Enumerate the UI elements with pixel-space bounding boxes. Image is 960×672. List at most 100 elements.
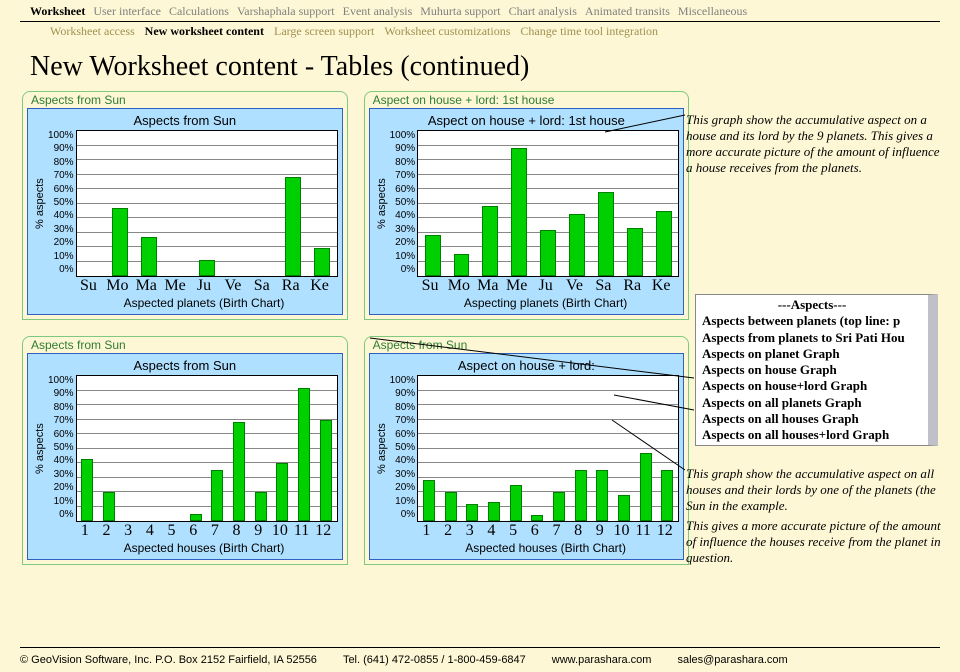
listing-row[interactable]: Aspects on all houses Graph xyxy=(702,411,922,427)
listing-row[interactable]: Aspects on planet Graph xyxy=(702,346,922,362)
y-tick: 80% xyxy=(48,402,74,413)
y-tick: 80% xyxy=(48,157,74,168)
annotation-bottom-p1: This graph show the accumulative aspect … xyxy=(686,466,951,514)
bar xyxy=(466,504,478,521)
nav-item[interactable]: Worksheet xyxy=(30,4,85,18)
y-tick: 90% xyxy=(48,143,74,154)
x-tick: Ve xyxy=(218,277,247,295)
panel-header: Aspects from Sun xyxy=(23,92,347,108)
subnav-item[interactable]: Change time tool integration xyxy=(520,24,658,38)
y-tick: 90% xyxy=(390,388,416,399)
x-tick: Mo xyxy=(444,277,473,295)
x-tick: 1 xyxy=(74,522,96,540)
x-tick: Me xyxy=(502,277,531,295)
x-tick: 6 xyxy=(524,522,546,540)
plot-area xyxy=(76,130,338,277)
y-axis-label: % aspects xyxy=(374,130,390,277)
x-tick: 5 xyxy=(502,522,524,540)
x-tick: 3 xyxy=(459,522,481,540)
x-tick: 12 xyxy=(654,522,676,540)
aspects-listing: ---Aspects---Aspects between planets (to… xyxy=(695,294,938,446)
listing-row[interactable]: Aspects on house Graph xyxy=(702,362,922,378)
x-tick: 11 xyxy=(291,522,313,540)
nav-item[interactable]: Chart analysis xyxy=(509,4,577,18)
y-axis-label: % aspects xyxy=(32,375,48,522)
listing-row[interactable]: Aspects between planets (top line: p xyxy=(702,313,922,329)
x-tick: 4 xyxy=(481,522,503,540)
bar xyxy=(598,192,614,276)
listing-header: ---Aspects--- xyxy=(702,297,922,313)
listing-row[interactable]: Aspects on all houses+lord Graph xyxy=(702,427,922,443)
x-tick: Ve xyxy=(560,277,589,295)
x-tick: 7 xyxy=(204,522,226,540)
footer-tel: Tel. (641) 472-0855 / 1-800-459-6847 xyxy=(343,654,526,666)
x-tick: Su xyxy=(74,277,103,295)
y-tick: 0% xyxy=(48,509,74,520)
y-tick: 50% xyxy=(390,197,416,208)
bar xyxy=(540,230,556,276)
bar xyxy=(233,422,245,521)
bar xyxy=(425,235,441,276)
footer-email[interactable]: sales@parashara.com xyxy=(677,654,787,666)
plot-area xyxy=(417,375,679,522)
bar xyxy=(553,492,565,521)
x-tick: 8 xyxy=(226,522,248,540)
footer-web[interactable]: www.parashara.com xyxy=(552,654,652,666)
y-tick: 30% xyxy=(390,469,416,480)
chart-title: Aspect on house + lord: 1st house xyxy=(374,113,680,128)
bar xyxy=(511,148,527,276)
bar xyxy=(285,177,301,276)
listing-row[interactable]: Aspects from planets to Sri Pati Hou xyxy=(702,330,922,346)
y-tick: 10% xyxy=(48,496,74,507)
annotation-top: This graph show the accumulative aspect … xyxy=(686,112,946,176)
x-tick: 9 xyxy=(589,522,611,540)
nav-item[interactable]: User interface xyxy=(93,4,161,18)
y-tick: 10% xyxy=(390,496,416,507)
y-tick: 40% xyxy=(48,210,74,221)
subnav-item[interactable]: New worksheet content xyxy=(145,24,264,38)
x-axis-label: Aspected houses (Birth Chart) xyxy=(74,541,334,555)
nav-item[interactable]: Miscellaneous xyxy=(678,4,747,18)
y-tick: 80% xyxy=(390,402,416,413)
x-tick: 8 xyxy=(567,522,589,540)
nav-item[interactable]: Calculations xyxy=(169,4,229,18)
bar xyxy=(320,420,332,522)
bar xyxy=(618,495,630,521)
subnav-item[interactable]: Large screen support xyxy=(274,24,374,38)
x-tick: Ra xyxy=(618,277,647,295)
x-tick: Sa xyxy=(589,277,618,295)
x-tick: 10 xyxy=(611,522,633,540)
x-tick: 9 xyxy=(247,522,269,540)
nav-item[interactable]: Muhurta support xyxy=(420,4,500,18)
bar xyxy=(255,492,267,521)
y-tick: 30% xyxy=(48,469,74,480)
y-tick: 40% xyxy=(390,455,416,466)
nav-item[interactable]: Event analysis xyxy=(343,4,413,18)
annotation-bottom-p2: This gives a more accurate picture of th… xyxy=(686,518,951,566)
bar xyxy=(661,470,673,521)
subnav-item[interactable]: Worksheet access xyxy=(50,24,135,38)
panel-header: Aspects from Sun xyxy=(23,337,347,353)
listing-row[interactable]: Aspects on all planets Graph xyxy=(702,395,922,411)
nav-item[interactable]: Animated transits xyxy=(585,4,670,18)
y-axis-label: % aspects xyxy=(32,130,48,277)
bar xyxy=(199,260,215,276)
y-tick: 40% xyxy=(390,210,416,221)
chart-panel: Aspects from SunAspects from Sun% aspect… xyxy=(22,91,348,320)
y-tick: 30% xyxy=(48,224,74,235)
chart-title: Aspects from Sun xyxy=(32,358,338,373)
y-tick: 90% xyxy=(390,143,416,154)
y-tick: 20% xyxy=(48,482,74,493)
y-tick: 80% xyxy=(390,157,416,168)
x-tick: 2 xyxy=(96,522,118,540)
x-tick: 2 xyxy=(437,522,459,540)
y-tick: 50% xyxy=(48,442,74,453)
listing-row[interactable]: Aspects on house+lord Graph xyxy=(702,378,922,394)
chart-title: Aspect on house + lord: xyxy=(374,358,680,373)
nav-item[interactable]: Varshaphala support xyxy=(237,4,335,18)
y-tick: 20% xyxy=(390,237,416,248)
bar xyxy=(482,206,498,276)
subnav-item[interactable]: Worksheet customizations xyxy=(384,24,510,38)
y-tick: 20% xyxy=(48,237,74,248)
y-tick: 10% xyxy=(48,251,74,262)
